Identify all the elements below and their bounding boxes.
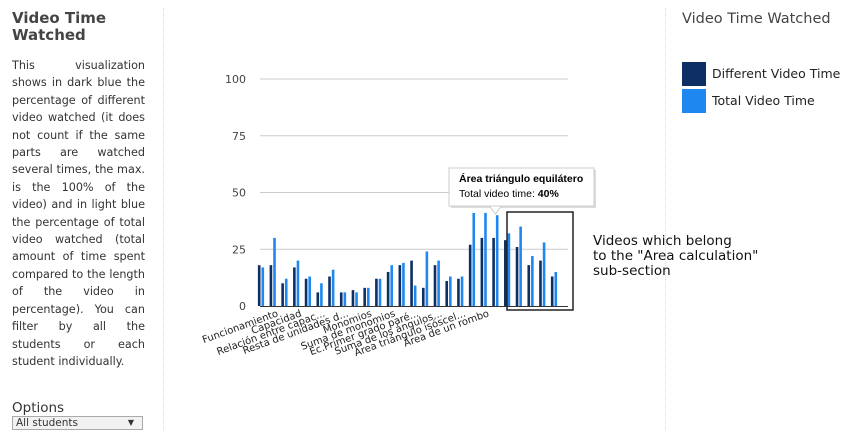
bar-different-time: [258, 265, 261, 306]
bar-total-time: [426, 252, 429, 306]
area-calculation-annotation: Videos which belong to the "Area calcula…: [593, 234, 793, 279]
bar-total-time: [344, 292, 347, 306]
bar-different-time: [375, 279, 378, 306]
tooltip-value: 40%: [538, 188, 560, 200]
bar-different-time: [457, 279, 460, 306]
tooltip: Área triángulo equilátero Total video tim…: [449, 168, 596, 214]
bar-total-time: [449, 276, 452, 306]
bar-total-time: [531, 256, 534, 306]
bar-total-time: [285, 279, 288, 306]
bar-different-time: [399, 265, 402, 306]
bar-different-time: [539, 261, 542, 306]
sidebar-description: This visualization shows in dark blue th…: [12, 57, 145, 370]
sidebar-title: Video Time Watched: [12, 10, 152, 44]
student-filter-select[interactable]: All students ▼: [12, 416, 143, 430]
bar-different-time: [305, 279, 308, 306]
bar-total-time: [555, 272, 558, 306]
bar-total-time: [519, 227, 522, 306]
video-time-chart: 0255075100FuncionamientoCapacidadRelació…: [164, 0, 664, 430]
bar-total-time: [472, 213, 475, 306]
tooltip-pointer: [489, 206, 501, 214]
bar-different-time: [410, 261, 413, 306]
bar-total-time: [308, 276, 311, 306]
bar-total-time: [461, 276, 464, 306]
y-tick-label: 50: [232, 187, 246, 200]
student-filter-value: All students: [16, 417, 78, 429]
bar-total-time: [355, 292, 358, 306]
bar-total-time: [437, 261, 440, 306]
bar-total-time: [390, 265, 393, 306]
bar-different-time: [352, 290, 355, 306]
right-divider: [665, 8, 666, 430]
bar-total-time: [543, 242, 546, 306]
sidebar: Video Time Watched This visualization sh…: [0, 0, 160, 430]
bar-total-time: [508, 233, 511, 306]
bar-total-time: [297, 261, 300, 306]
bar-total-time: [484, 213, 487, 306]
bar-different-time: [504, 240, 507, 306]
tooltip-label: Total video time: 40%: [459, 188, 559, 200]
bar-different-time: [422, 288, 425, 306]
tooltip-title: Área triángulo equilátero: [459, 172, 583, 185]
bar-total-time: [320, 283, 323, 306]
bar-different-time: [281, 283, 284, 306]
legend-label-different: Different Video Time: [712, 66, 840, 81]
bar-different-time: [469, 245, 472, 306]
options-label: Options: [12, 400, 64, 416]
bar-different-time: [481, 238, 484, 306]
bar-different-time: [363, 288, 366, 306]
legend-title: Video Time Watched: [682, 11, 832, 28]
bar-different-time: [551, 276, 554, 306]
bar-different-time: [317, 292, 320, 306]
legend-label-total: Total Video Time: [712, 93, 815, 108]
y-tick-label: 75: [232, 130, 246, 143]
bar-different-time: [516, 247, 519, 306]
bar-total-time: [379, 279, 382, 306]
bar-total-time: [496, 215, 499, 306]
bar-different-time: [434, 265, 437, 306]
bar-total-time: [367, 288, 370, 306]
bar-different-time: [328, 276, 331, 306]
bar-different-time: [527, 265, 530, 306]
bar-different-time: [270, 265, 273, 306]
y-tick-label: 100: [225, 73, 246, 86]
bar-total-time: [332, 270, 335, 306]
bar-total-time: [402, 263, 405, 306]
bar-different-time: [340, 292, 343, 306]
chevron-down-icon: ▼: [128, 417, 134, 429]
y-tick-label: 25: [232, 243, 246, 256]
bar-different-time: [445, 281, 448, 306]
y-tick-label: 0: [239, 300, 246, 313]
bar-total-time: [262, 267, 265, 306]
bar-different-time: [387, 272, 390, 306]
annotation-line: to the "Area calculation": [593, 249, 793, 264]
annotation-line: Videos which belong: [593, 234, 793, 249]
bar-total-time: [273, 238, 276, 306]
legend-swatch-different: [682, 62, 706, 86]
annotation-line: sub-section: [593, 264, 793, 279]
bar-different-time: [492, 238, 495, 306]
legend-swatch-total: [682, 89, 706, 113]
bar-different-time: [293, 267, 296, 306]
bar-total-time: [414, 286, 417, 306]
